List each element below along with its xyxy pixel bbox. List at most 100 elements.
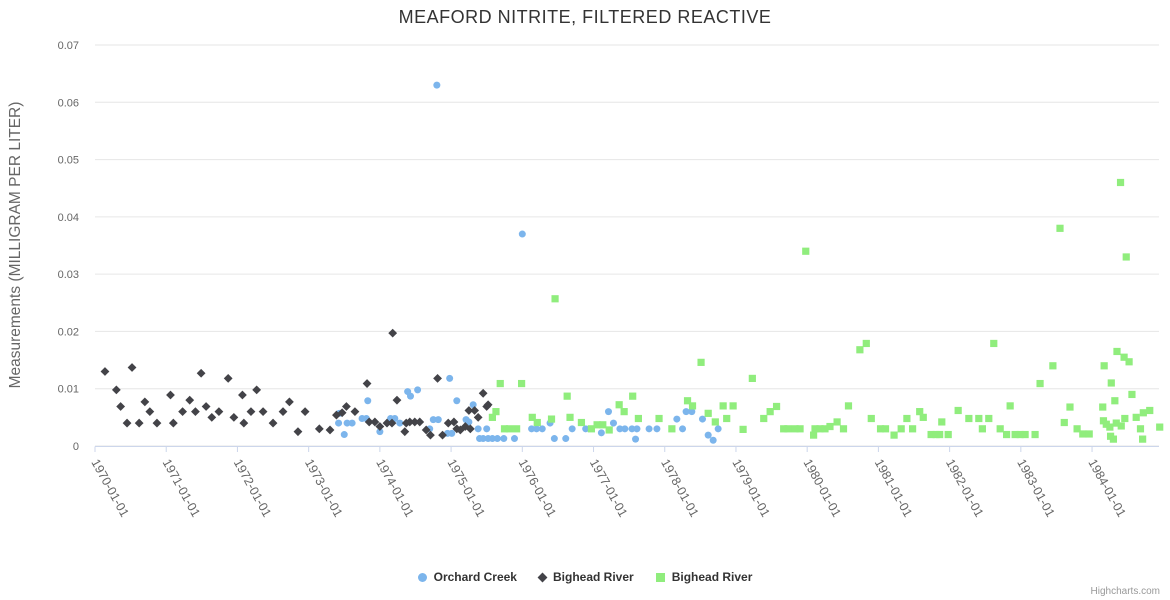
data-point[interactable] xyxy=(985,414,993,423)
data-point[interactable] xyxy=(597,429,605,437)
data-point[interactable] xyxy=(927,430,935,439)
data-point[interactable] xyxy=(434,416,442,424)
data-point[interactable] xyxy=(908,425,917,433)
data-point[interactable] xyxy=(438,430,447,440)
data-point[interactable] xyxy=(400,427,410,437)
data-point[interactable] xyxy=(325,425,335,435)
data-point[interactable] xyxy=(551,295,559,303)
data-point[interactable] xyxy=(343,419,351,427)
data-point[interactable] xyxy=(839,425,848,433)
data-point[interactable] xyxy=(178,407,187,417)
data-point[interactable] xyxy=(916,408,924,416)
data-point[interactable] xyxy=(340,431,348,439)
data-point[interactable] xyxy=(1156,423,1164,431)
data-point[interactable] xyxy=(766,408,774,416)
data-point[interactable] xyxy=(1113,347,1121,356)
data-point[interactable] xyxy=(1016,430,1024,439)
data-point[interactable] xyxy=(1111,397,1119,405)
data-point[interactable] xyxy=(704,431,712,439)
data-point[interactable] xyxy=(433,374,442,383)
data-point[interactable] xyxy=(517,379,526,388)
data-point[interactable] xyxy=(1031,430,1039,439)
data-point[interactable] xyxy=(392,395,402,405)
data-point[interactable] xyxy=(388,328,398,338)
data-point[interactable] xyxy=(122,418,132,428)
data-point[interactable] xyxy=(1011,430,1019,439)
data-point[interactable] xyxy=(214,407,224,417)
data-point[interactable] xyxy=(201,402,211,411)
data-point[interactable] xyxy=(483,400,493,410)
data-point[interactable] xyxy=(816,425,824,433)
data-point[interactable] xyxy=(562,435,570,443)
data-point[interactable] xyxy=(448,429,456,437)
data-point[interactable] xyxy=(364,417,374,427)
data-point[interactable] xyxy=(500,435,508,443)
data-point[interactable] xyxy=(375,422,385,431)
data-point[interactable] xyxy=(1021,430,1029,439)
data-point[interactable] xyxy=(410,417,420,427)
data-point[interactable] xyxy=(679,425,687,433)
data-point[interactable] xyxy=(528,425,536,433)
data-point[interactable] xyxy=(620,408,628,416)
data-point[interactable] xyxy=(711,418,719,426)
data-point[interactable] xyxy=(944,430,952,439)
data-point[interactable] xyxy=(145,407,155,417)
data-point[interactable] xyxy=(111,385,121,395)
data-point[interactable] xyxy=(300,407,310,417)
data-point[interactable] xyxy=(856,346,864,354)
data-point[interactable] xyxy=(116,402,126,411)
data-point[interactable] xyxy=(990,339,998,348)
data-point[interactable] xyxy=(996,425,1004,433)
data-point[interactable] xyxy=(697,358,705,366)
data-point[interactable] xyxy=(1112,419,1120,427)
highcharts-credits-link[interactable]: Highcharts.com xyxy=(1090,586,1160,597)
data-point[interactable] xyxy=(258,407,268,417)
data-point[interactable] xyxy=(100,367,110,376)
data-point[interactable] xyxy=(278,407,288,417)
data-point[interactable] xyxy=(1006,402,1014,410)
data-point[interactable] xyxy=(429,416,437,424)
data-point[interactable] xyxy=(140,397,150,407)
data-point[interactable] xyxy=(127,363,137,372)
data-point[interactable] xyxy=(897,425,905,433)
data-point[interactable] xyxy=(470,406,479,415)
data-point[interactable] xyxy=(446,374,454,382)
data-point[interactable] xyxy=(421,425,431,435)
data-point[interactable] xyxy=(890,431,898,439)
data-point[interactable] xyxy=(196,368,206,378)
data-point[interactable] xyxy=(533,418,541,427)
data-point[interactable] xyxy=(760,414,768,423)
data-point[interactable] xyxy=(844,402,853,410)
data-point[interactable] xyxy=(1036,379,1044,388)
data-point[interactable] xyxy=(632,435,640,443)
data-point[interactable] xyxy=(568,425,576,433)
data-point[interactable] xyxy=(903,414,911,423)
data-point[interactable] xyxy=(223,374,233,383)
data-point[interactable] xyxy=(465,418,473,426)
data-point[interactable] xyxy=(682,408,690,416)
data-point[interactable] xyxy=(938,418,946,426)
data-point[interactable] xyxy=(348,419,356,427)
data-point[interactable] xyxy=(1085,430,1093,438)
data-point[interactable] xyxy=(239,418,249,428)
data-point[interactable] xyxy=(723,414,731,423)
data-point[interactable] xyxy=(376,428,384,436)
data-point[interactable] xyxy=(821,425,829,433)
data-point[interactable] xyxy=(1079,430,1087,438)
data-point[interactable] xyxy=(704,409,712,417)
data-point[interactable] xyxy=(1120,353,1128,361)
legend-item-bighead-river-1[interactable]: Bighead River xyxy=(537,570,634,584)
data-point[interactable] xyxy=(547,415,556,423)
data-point[interactable] xyxy=(166,390,175,400)
data-point[interactable] xyxy=(668,425,676,433)
data-point[interactable] xyxy=(1049,362,1057,370)
data-point[interactable] xyxy=(833,418,841,426)
data-point[interactable] xyxy=(185,395,195,405)
data-point[interactable] xyxy=(605,426,613,434)
data-point[interactable] xyxy=(826,422,834,431)
data-point[interactable] xyxy=(488,413,496,421)
data-point[interactable] xyxy=(1099,403,1107,411)
data-point[interactable] xyxy=(563,392,571,400)
data-point[interactable] xyxy=(483,425,491,433)
data-point[interactable] xyxy=(615,401,623,409)
